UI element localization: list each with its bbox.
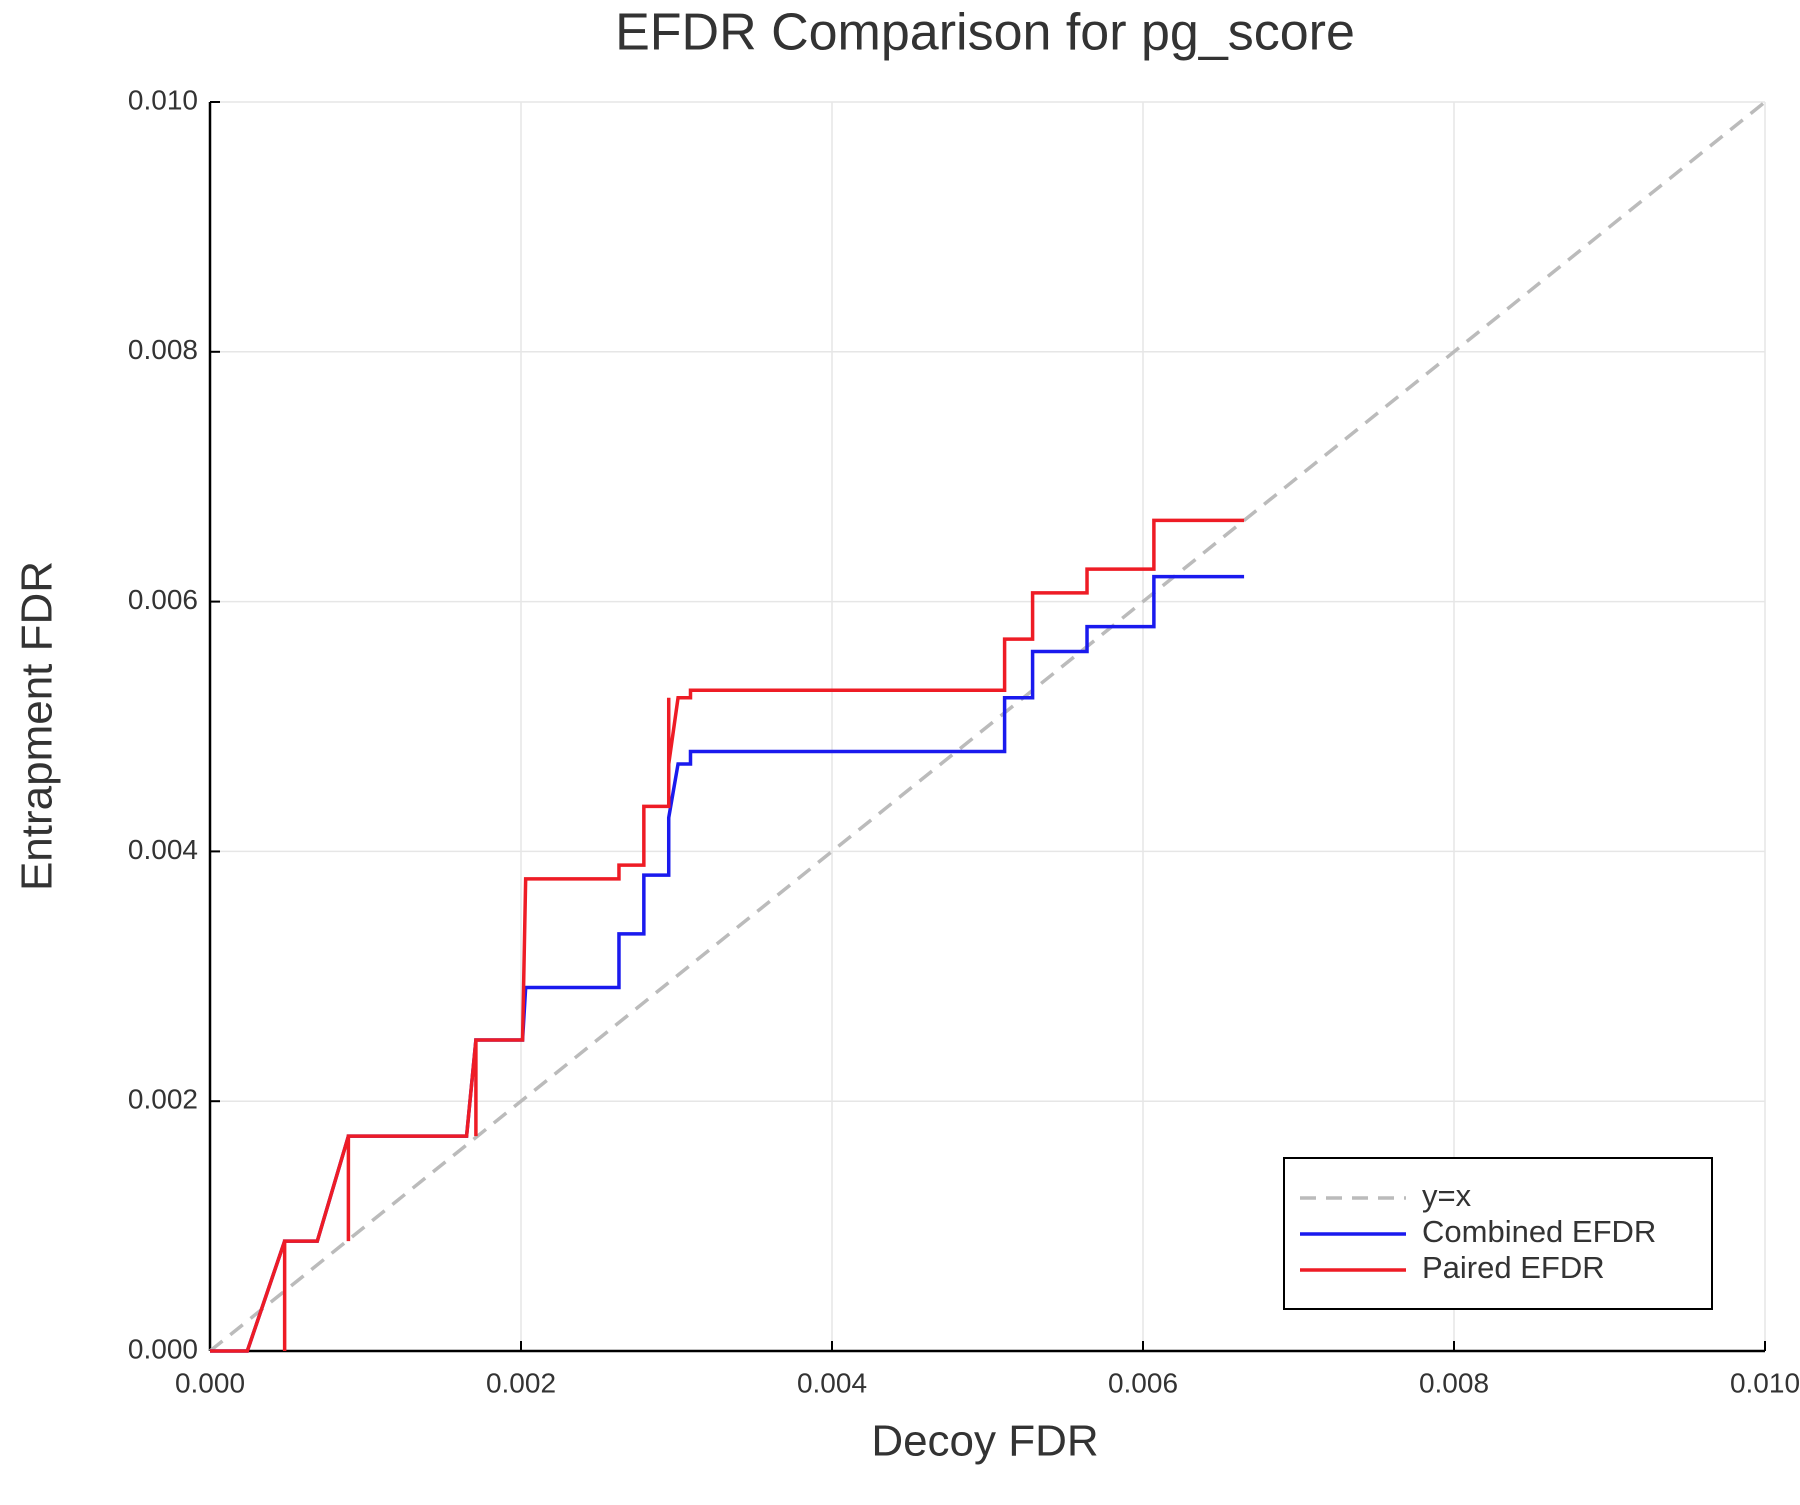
y-tick-label: 0.010: [128, 84, 198, 115]
series-line: [210, 518, 1245, 1353]
legend-box: [1283, 1157, 1713, 1310]
x-tick-label: 0.008: [1419, 1367, 1489, 1398]
chart-title: EFDR Comparison for pg_score: [615, 4, 1355, 62]
x-axis-label: Decoy FDR: [871, 1417, 1098, 1466]
series-line: [208, 100, 1767, 1353]
x-tick-label: 0.006: [1108, 1367, 1178, 1398]
x-tick-label: 0.002: [486, 1367, 556, 1398]
x-tick-label: 0.010: [1730, 1367, 1800, 1398]
y-tick-label: 0.004: [128, 834, 198, 865]
x-tick-label: 0.004: [797, 1367, 867, 1398]
y-axis-label: Entrapment FDR: [13, 561, 62, 891]
series-line: [210, 574, 1245, 1353]
legend-label: y=x: [1422, 1178, 1472, 1213]
y-tick-label: 0.006: [128, 584, 198, 615]
y-tick-label: 0.000: [128, 1333, 198, 1364]
legend-label: Combined EFDR: [1422, 1214, 1656, 1249]
y-tick-label: 0.008: [128, 334, 198, 365]
x-tick-label: 0.000: [175, 1367, 245, 1398]
y-tick-label: 0.002: [128, 1084, 198, 1115]
legend-label: Paired EFDR: [1422, 1250, 1605, 1285]
